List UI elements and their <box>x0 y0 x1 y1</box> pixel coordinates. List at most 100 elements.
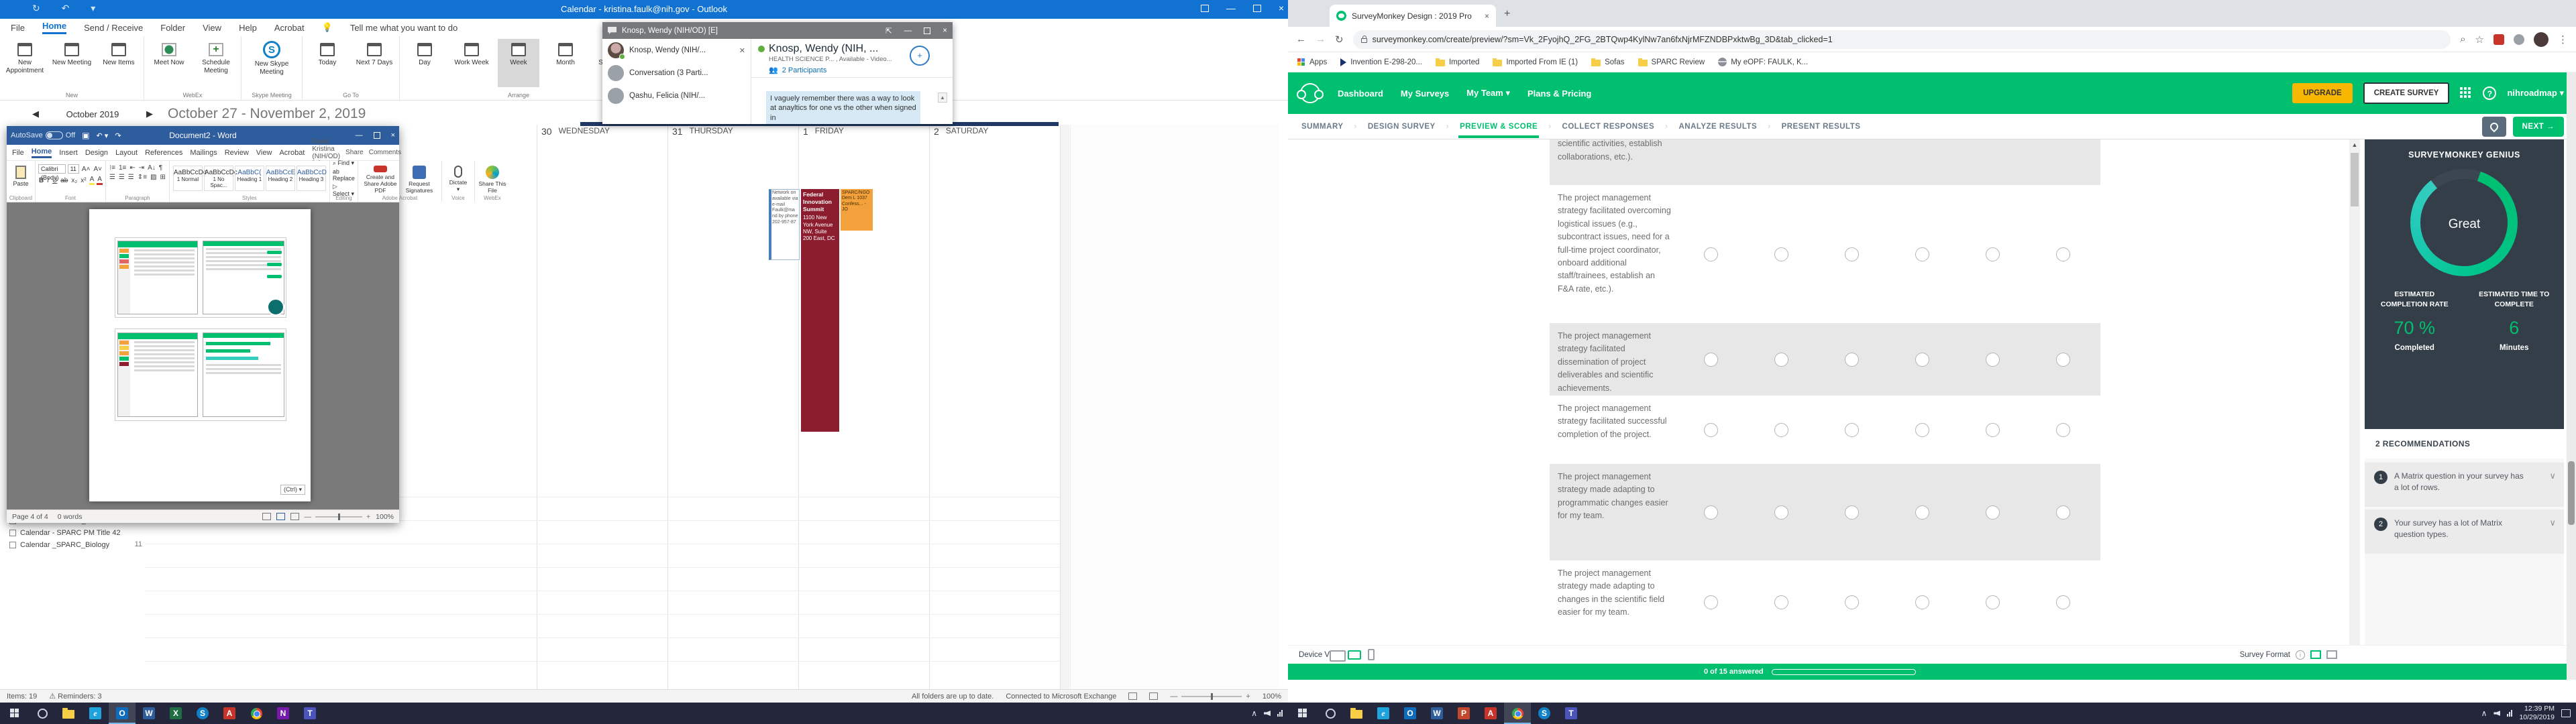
restore-button[interactable] <box>924 27 931 34</box>
bookmark-folder[interactable]: Imported <box>1435 58 1479 66</box>
taskbar-skype[interactable]: S <box>189 703 216 724</box>
scroll-up-arrow[interactable]: ▲ <box>938 93 947 103</box>
taskbar-teams[interactable]: T <box>297 703 323 724</box>
tab-analyze-results[interactable]: ANALYZE RESULTS <box>1678 122 1758 131</box>
taskbar-chrome[interactable] <box>1504 703 1531 724</box>
outlook-quick-access[interactable]: ↻ ↶ ▾ <box>32 3 105 13</box>
tab-preview-score[interactable]: PREVIEW & SCORE <box>1458 115 1540 138</box>
style-heading3[interactable]: AaBbCcD Heading 3 <box>296 166 327 191</box>
close-button[interactable]: × <box>1278 3 1284 13</box>
line-spacing-button[interactable]: ⇕≡ <box>137 174 148 181</box>
popout-icon[interactable]: ⇱ <box>885 27 892 36</box>
calendar-event-sparc[interactable]: SPARC/NGO Dem L 1037 Confess... -JO <box>841 189 873 231</box>
chrome-menu-icon[interactable]: ⋮ <box>2558 34 2568 46</box>
taskbar-excel[interactable]: X <box>162 703 189 724</box>
radio-option[interactable] <box>1986 423 2000 437</box>
tab-design-survey[interactable]: DESIGN SURVEY <box>1367 122 1436 131</box>
calendar-checkbox-item[interactable]: Calendar _SPARC_Biology <box>9 539 130 551</box>
start-button[interactable] <box>0 703 30 724</box>
radio-option[interactable] <box>1845 423 1859 437</box>
find-button[interactable]: ⌕ Find ▾ <box>332 159 355 166</box>
replace-button[interactable]: ab Replace <box>332 168 355 182</box>
next-month-arrow[interactable]: ▶ <box>146 109 153 119</box>
radio-option[interactable] <box>1704 247 1718 261</box>
profile-avatar[interactable] <box>2534 32 2548 47</box>
print-layout-icon[interactable] <box>276 513 285 520</box>
taskbar-word[interactable]: W <box>1424 703 1450 724</box>
minimize-button[interactable]: — <box>1226 3 1236 13</box>
recommendation-item[interactable]: 2 Your survey has a lot of Matrix questi… <box>2365 509 2564 554</box>
participants-link[interactable]: 👥 2 Participants <box>751 64 953 78</box>
next-button[interactable]: NEXT → <box>2512 116 2564 137</box>
radio-option[interactable] <box>1774 423 1788 437</box>
taskbar-file-explorer[interactable] <box>55 703 82 724</box>
reminders-count[interactable]: ⚠ Reminders: 3 <box>49 692 102 701</box>
font-color-button[interactable]: A <box>97 176 103 185</box>
calendar-checkbox-item[interactable]: Calendar - SPARC PM Title 42 <box>9 527 130 539</box>
radio-option[interactable] <box>1915 353 1929 367</box>
save-icon[interactable]: ▣ <box>82 131 90 140</box>
desktop-view-icon[interactable] <box>1348 650 1362 660</box>
font-name-select[interactable]: Calibri (Body) <box>38 164 66 181</box>
tab-view[interactable]: View <box>256 148 272 157</box>
extension-icon[interactable] <box>2514 34 2524 45</box>
radio-option[interactable] <box>1774 595 1788 609</box>
tab-layout[interactable]: Layout <box>115 148 138 157</box>
checkbox-icon[interactable] <box>9 530 16 536</box>
outdent-button[interactable]: ⇥ <box>138 164 145 172</box>
forward-button[interactable]: → <box>1316 34 1326 45</box>
tab-summary[interactable]: SUMMARY <box>1301 122 1344 131</box>
shading-button[interactable]: ▨ <box>150 174 157 181</box>
request-signatures-button[interactable]: Request Signatures <box>400 163 439 194</box>
create-pdf-button[interactable]: Create and Share Adobe PDF <box>361 163 400 194</box>
radio-option[interactable] <box>1915 505 1929 520</box>
month-view-button[interactable]: Month <box>545 39 586 87</box>
help-icon[interactable]: ? <box>2483 86 2497 100</box>
schedule-meeting-button[interactable]: + Schedule Meeting <box>202 43 230 74</box>
cortana-button[interactable] <box>30 708 55 719</box>
survey-scrollbar[interactable]: ▲ <box>2349 139 2360 645</box>
style-heading1[interactable]: AaBbC(Heading 1 <box>234 166 264 191</box>
radio-option[interactable] <box>1774 505 1788 520</box>
taskbar-teams[interactable]: T <box>1558 703 1585 724</box>
chat-contact-item[interactable]: Knosp, Wendy (NIH/... ✕ <box>602 39 751 62</box>
bookmark-folder[interactable]: SPARC Review <box>1638 58 1705 66</box>
radio-option[interactable] <box>1845 353 1859 367</box>
format-one-question-icon[interactable] <box>2326 650 2337 659</box>
account-menu[interactable]: nihroadmap ▾ <box>2507 88 2564 98</box>
superscript-button[interactable]: x² <box>80 176 87 184</box>
paste-options-button[interactable]: (Ctrl) ▾ <box>280 485 305 495</box>
bookmark-folder[interactable]: Sofas <box>1591 58 1625 66</box>
nav-plans-pricing[interactable]: Plans & Pricing <box>1527 88 1592 99</box>
align-right-button[interactable]: ☰ <box>127 174 134 181</box>
today-button[interactable]: Today <box>307 39 348 87</box>
adobe-extension-icon[interactable] <box>2493 34 2504 45</box>
radio-option[interactable] <box>1915 595 1929 609</box>
browser-tab[interactable]: SurveyMonkey Design : 2019 Pro × <box>1330 5 1496 27</box>
zoom-slider[interactable]: — + <box>304 512 371 521</box>
zoom-page-icon[interactable]: ⌕ <box>2460 34 2466 45</box>
tab-home[interactable]: Home <box>31 147 52 158</box>
taskbar-outlook[interactable]: O <box>109 703 136 724</box>
back-button[interactable]: ← <box>1296 34 1306 45</box>
taskbar-outlook[interactable]: O <box>1397 703 1424 724</box>
style-normal[interactable]: AaBbCcDc 1 Normal <box>172 166 207 191</box>
radio-option[interactable] <box>1845 247 1859 261</box>
tab-present-results[interactable]: PRESENT RESULTS <box>1781 122 1861 131</box>
taskbar-acrobat[interactable]: A <box>1477 703 1504 724</box>
tab-close-icon[interactable]: × <box>1484 11 1489 21</box>
chat-contact-item[interactable]: Qashu, Felicia (NIH/... <box>602 84 751 107</box>
all-day-event-bar[interactable] <box>580 122 1059 126</box>
webex-share-button[interactable]: Share This File <box>478 163 507 194</box>
taskbar-ie[interactable]: e <box>82 703 109 724</box>
recommendation-item[interactable]: 1 A Matrix question in your survey has a… <box>2365 463 2564 507</box>
new-meeting-button[interactable]: New Meeting <box>51 39 93 87</box>
minimize-button[interactable]: — <box>904 26 912 35</box>
sort-button[interactable]: A↓ <box>148 164 156 172</box>
tell-me-box[interactable]: Tell me what you want to do <box>350 22 458 33</box>
tab-send-receive[interactable]: Send / Receive <box>84 22 144 33</box>
tab-design[interactable]: Design <box>85 148 109 157</box>
apps-waffle-icon[interactable] <box>2460 87 2472 99</box>
tab-review[interactable]: Review <box>224 148 249 157</box>
ribbon-display-icon[interactable] <box>1200 5 1209 12</box>
